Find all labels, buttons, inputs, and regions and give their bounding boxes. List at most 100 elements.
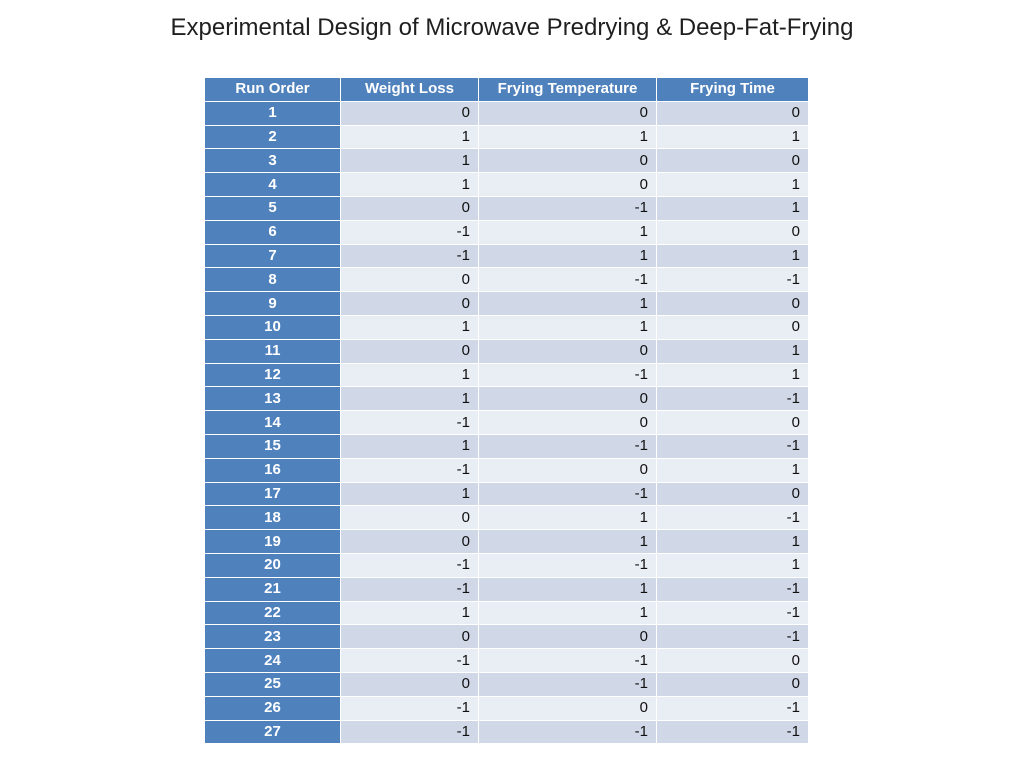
frying-time-cell: 0 (656, 148, 809, 174)
frying-time-cell: 1 (656, 172, 809, 197)
frying-temperature-cell: 1 (478, 576, 657, 602)
frying-time-cell: 0 (656, 671, 809, 697)
frying-time-cell: 1 (656, 529, 809, 554)
table-row: 10 1 1 0 (204, 314, 809, 340)
frying-time-cell: 1 (656, 552, 809, 578)
frying-temperature-cell: -1 (478, 267, 657, 293)
table-header-row: Run Order Weight Loss Frying Temperature… (204, 77, 809, 102)
frying-temperature-cell: 1 (478, 529, 657, 554)
run-order-cell: 1 (204, 100, 341, 126)
frying-time-cell: -1 (656, 695, 809, 721)
frying-temperature-cell: -1 (478, 481, 657, 507)
frying-time-cell: 0 (656, 481, 809, 507)
run-order-cell: 27 (204, 719, 341, 745)
frying-time-cell: -1 (656, 719, 809, 745)
frying-temperature-cell: 1 (478, 291, 657, 316)
run-order-cell: 19 (204, 529, 341, 554)
table-row: 18 0 1 -1 (204, 505, 809, 531)
run-order-cell: 12 (204, 362, 341, 388)
frying-time-cell: 1 (656, 362, 809, 388)
frying-temperature-cell: -1 (478, 433, 657, 459)
run-order-cell: 18 (204, 505, 341, 531)
run-order-cell: 6 (204, 219, 341, 245)
table-row: 5 0 -1 1 (204, 195, 809, 221)
frying-temperature-cell: -1 (478, 648, 657, 673)
table-row: 15 1 -1 -1 (204, 433, 809, 459)
experimental-design-table: Run Order Weight Loss Frying Temperature… (204, 77, 809, 745)
weight-loss-cell: 0 (340, 291, 479, 316)
weight-loss-cell: 1 (340, 433, 479, 459)
frying-time-cell: 0 (656, 648, 809, 673)
header-weight-loss: Weight Loss (340, 77, 479, 102)
frying-temperature-cell: -1 (478, 671, 657, 697)
frying-temperature-cell: 0 (478, 386, 657, 412)
table-row: 17 1 -1 0 (204, 481, 809, 507)
run-order-cell: 26 (204, 695, 341, 721)
run-order-cell: 11 (204, 338, 341, 364)
frying-time-cell: -1 (656, 433, 809, 459)
frying-temperature-cell: 1 (478, 314, 657, 340)
frying-time-cell: 0 (656, 410, 809, 435)
weight-loss-cell: 1 (340, 362, 479, 388)
run-order-cell: 15 (204, 433, 341, 459)
frying-temperature-cell: -1 (478, 719, 657, 745)
run-order-cell: 7 (204, 243, 341, 269)
frying-time-cell: 1 (656, 457, 809, 483)
table-row: 12 1 -1 1 (204, 362, 809, 388)
run-order-cell: 2 (204, 124, 341, 150)
run-order-cell: 20 (204, 552, 341, 578)
weight-loss-cell: 0 (340, 100, 479, 126)
weight-loss-cell: 0 (340, 505, 479, 531)
weight-loss-cell: 0 (340, 195, 479, 221)
weight-loss-cell: -1 (340, 410, 479, 435)
table-row: 6 -1 1 0 (204, 219, 809, 245)
run-order-cell: 24 (204, 648, 341, 673)
weight-loss-cell: -1 (340, 219, 479, 245)
frying-temperature-cell: 0 (478, 410, 657, 435)
header-run-order: Run Order (204, 77, 341, 102)
table-row: 16 -1 0 1 (204, 457, 809, 483)
frying-time-cell: -1 (656, 600, 809, 626)
weight-loss-cell: 0 (340, 267, 479, 293)
frying-temperature-cell: 0 (478, 457, 657, 483)
weight-loss-cell: -1 (340, 457, 479, 483)
weight-loss-cell: 1 (340, 481, 479, 507)
frying-time-cell: 0 (656, 291, 809, 316)
frying-temperature-cell: -1 (478, 195, 657, 221)
table-row: 21 -1 1 -1 (204, 576, 809, 602)
table-row: 27 -1 -1 -1 (204, 719, 809, 745)
run-order-cell: 22 (204, 600, 341, 626)
run-order-cell: 9 (204, 291, 341, 316)
frying-temperature-cell: 1 (478, 243, 657, 269)
table-row: 26 -1 0 -1 (204, 695, 809, 721)
run-order-cell: 21 (204, 576, 341, 602)
weight-loss-cell: 0 (340, 624, 479, 650)
weight-loss-cell: 0 (340, 671, 479, 697)
frying-temperature-cell: 1 (478, 600, 657, 626)
weight-loss-cell: 0 (340, 529, 479, 554)
run-order-cell: 4 (204, 172, 341, 197)
frying-temperature-cell: 1 (478, 505, 657, 531)
frying-temperature-cell: 0 (478, 338, 657, 364)
table-body: 1 0 0 0 2 1 1 1 3 1 0 0 4 1 0 1 5 0 -1 1 6 -1 1 0 7 -1 1 1 8 0 -1 -1 9 0 1… (204, 100, 809, 745)
table-row: 23 0 0 -1 (204, 624, 809, 650)
frying-time-cell: 1 (656, 243, 809, 269)
run-order-cell: 16 (204, 457, 341, 483)
frying-time-cell: 1 (656, 338, 809, 364)
table-row: 25 0 -1 0 (204, 671, 809, 697)
table-row: 20 -1 -1 1 (204, 552, 809, 578)
weight-loss-cell: -1 (340, 719, 479, 745)
frying-time-cell: 0 (656, 100, 809, 126)
frying-temperature-cell: -1 (478, 552, 657, 578)
weight-loss-cell: 1 (340, 386, 479, 412)
frying-time-cell: -1 (656, 576, 809, 602)
slide-title: Experimental Design of Microwave Predryi… (170, 14, 854, 41)
table-row: 22 1 1 -1 (204, 600, 809, 626)
weight-loss-cell: -1 (340, 695, 479, 721)
frying-temperature-cell: 1 (478, 219, 657, 245)
frying-time-cell: 1 (656, 195, 809, 221)
header-frying-time: Frying Time (656, 77, 809, 102)
